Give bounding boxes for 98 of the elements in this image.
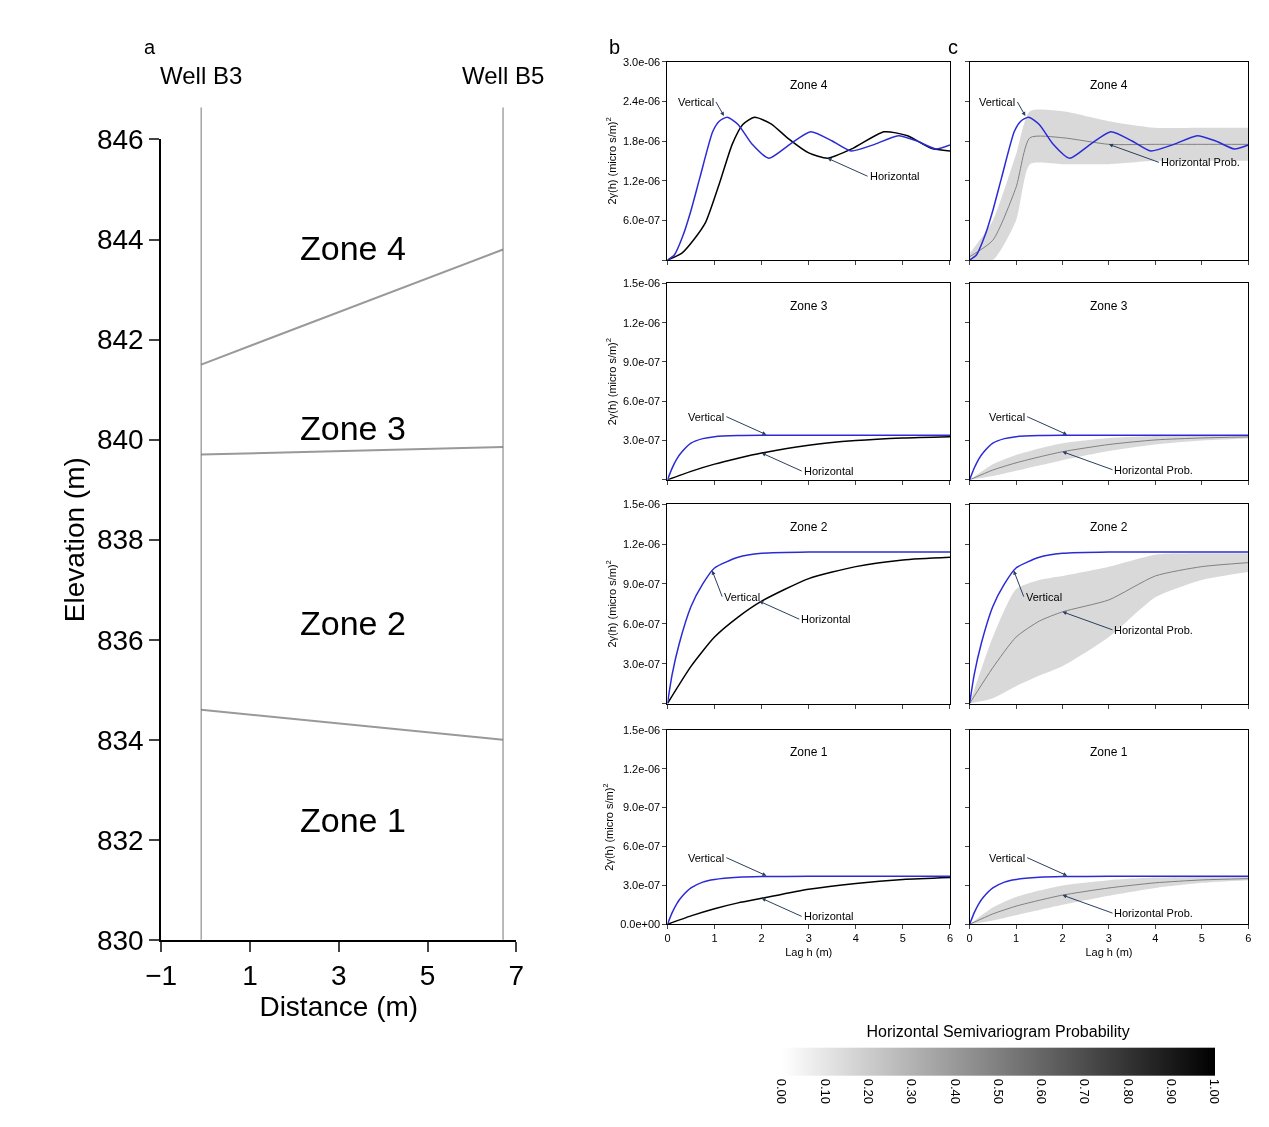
x-tick-label: 6 xyxy=(946,932,954,945)
x-tick-label: 2 xyxy=(1059,932,1066,945)
y-tick-label: 846 xyxy=(96,124,144,156)
annotation: Horizontal Prob. xyxy=(1114,907,1193,919)
ref-line-label: Well B3 xyxy=(160,62,243,89)
y-tick-label: 834 xyxy=(96,724,144,756)
annotation: Horizontal xyxy=(804,465,854,477)
y-tick-label: 838 xyxy=(96,524,144,556)
annotation: Horizontal Prob. xyxy=(1161,156,1240,168)
annotation: Vertical xyxy=(678,96,715,108)
annotation: Horizontal xyxy=(870,170,920,182)
x-tick-label: 3 xyxy=(805,932,812,945)
color-bar-label: 0.50 xyxy=(990,1078,1006,1105)
y-tick-label: 832 xyxy=(96,824,144,856)
text: Zone 2 xyxy=(1090,520,1128,534)
x-tick-label: 6 xyxy=(1245,932,1252,945)
color-bar-label: 0.00 xyxy=(774,1078,790,1105)
color-bar-label: 0.60 xyxy=(1034,1078,1050,1105)
x-tick-label: 7 xyxy=(508,960,525,992)
y-tick-label: 6.0e-07 xyxy=(622,395,661,408)
color-bar-title: Horizontal Semivariogram Probability xyxy=(866,1022,1130,1040)
color-bar-label: 1.00 xyxy=(1207,1078,1223,1105)
text: a xyxy=(144,36,156,58)
x-tick-label: 5 xyxy=(899,932,906,945)
x-tick-label: 1 xyxy=(242,960,258,992)
y-tick-label: 1.5e-06 xyxy=(622,277,661,290)
color-bar-label: 0.90 xyxy=(1164,1078,1180,1105)
y-tick-label: 6.0e-07 xyxy=(622,617,661,630)
y-tick-label: 830 xyxy=(96,924,144,956)
y-tick-label: 836 xyxy=(96,624,144,656)
annotation: Zone 1 xyxy=(300,801,406,839)
color-bar-label: 0.20 xyxy=(860,1078,876,1105)
text: Zone 1 xyxy=(1090,745,1128,759)
annotation: Horizontal Prob. xyxy=(1114,624,1193,636)
x-tick-label: 1 xyxy=(1012,932,1020,945)
annotation: Horizontal xyxy=(801,613,851,625)
y-tick-label: 840 xyxy=(96,424,144,456)
y-tick-label: 0.0e+00 xyxy=(620,918,661,931)
y-tick-label: 3.0e-07 xyxy=(622,657,661,670)
y-tick-label: 3.0e-07 xyxy=(622,434,661,447)
text: Zone 4 xyxy=(790,78,828,92)
y-tick-label: 3.0e-06 xyxy=(622,55,661,68)
y-axis-title: Elevation (m) xyxy=(59,457,91,623)
color-bar-label: 0.30 xyxy=(904,1078,920,1105)
x-axis-title: Lag h (m) xyxy=(1085,945,1133,958)
x-tick-label: 5 xyxy=(419,960,436,992)
y-tick-label: 6.0e-07 xyxy=(622,214,661,227)
y-tick-label: 1.2e-06 xyxy=(622,537,661,550)
y-tick-label: 2.4e-06 xyxy=(622,95,661,108)
y-tick-label: 844 xyxy=(96,224,144,256)
annotation: Vertical xyxy=(989,411,1026,423)
annotation: Vertical xyxy=(688,411,725,423)
text: Zone 4 xyxy=(1090,78,1128,92)
annotation: Vertical xyxy=(724,591,761,603)
x-tick-label: −1 xyxy=(145,960,178,992)
text: b xyxy=(609,36,621,58)
text: Zone 2 xyxy=(790,520,828,534)
y-tick-label: 9.0e-07 xyxy=(622,355,661,368)
color-bar-label: 0.70 xyxy=(1077,1078,1093,1105)
y-tick-label: 1.8e-06 xyxy=(622,134,661,147)
y-tick-label: 9.0e-07 xyxy=(622,801,661,814)
annotation: Vertical xyxy=(1026,591,1063,603)
x-tick-label: 3 xyxy=(330,960,347,992)
x-axis-title: Lag h (m) xyxy=(785,945,833,958)
y-tick-label: 6.0e-07 xyxy=(622,840,661,853)
text: Zone 3 xyxy=(1090,299,1128,313)
ref-line-label: Well B5 xyxy=(462,62,545,89)
annotation: Vertical xyxy=(989,852,1026,864)
y-tick-label: 1.5e-06 xyxy=(622,498,661,511)
annotation: Vertical xyxy=(688,852,725,864)
y-tick-label: 1.2e-06 xyxy=(622,174,661,187)
color-bar-label: 0.80 xyxy=(1120,1078,1136,1105)
x-tick-label: 0 xyxy=(966,932,973,945)
text: Zone 1 xyxy=(790,745,828,759)
y-tick-label: 1.2e-06 xyxy=(622,762,661,775)
text: Zone 3 xyxy=(790,299,828,313)
annotation: Zone 4 xyxy=(300,229,406,267)
annotation: Horizontal Prob. xyxy=(1114,464,1193,476)
x-axis-title: Distance (m) xyxy=(259,991,419,1023)
annotation: Zone 2 xyxy=(300,604,406,642)
x-tick-label: 1 xyxy=(711,932,718,945)
annotation: Vertical xyxy=(979,96,1016,108)
color-bar-label: 0.40 xyxy=(947,1078,963,1105)
annotation: Zone 3 xyxy=(300,409,406,447)
x-tick-label: 2 xyxy=(758,932,765,945)
y-tick-label: 3.0e-07 xyxy=(622,879,661,892)
annotation: Horizontal xyxy=(804,910,854,922)
x-tick-label: 5 xyxy=(1198,932,1205,945)
x-tick-label: 4 xyxy=(1152,932,1159,945)
y-tick-label: 842 xyxy=(96,324,144,356)
x-tick-label: 4 xyxy=(852,932,859,945)
text: c xyxy=(948,36,958,58)
y-tick-label: 1.2e-06 xyxy=(622,316,661,329)
y-tick-label: 1.5e-06 xyxy=(622,723,661,736)
x-tick-label: 3 xyxy=(1105,932,1112,945)
y-tick-label: 9.0e-07 xyxy=(622,577,661,590)
x-tick-label: 0 xyxy=(664,932,671,945)
color-bar-label: 0.10 xyxy=(817,1078,833,1105)
